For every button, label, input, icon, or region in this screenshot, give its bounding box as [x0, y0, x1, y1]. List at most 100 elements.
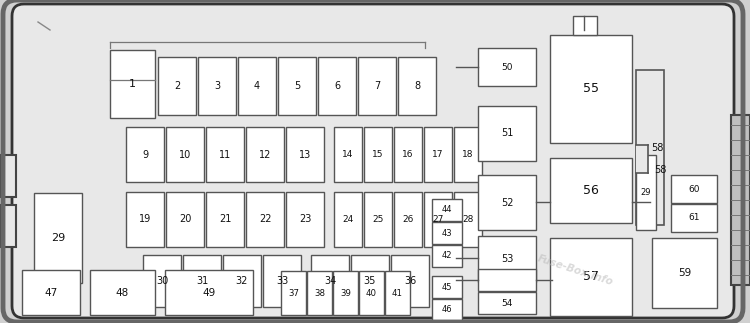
Bar [278, 57, 316, 115]
Bar [550, 35, 632, 143]
Bar [166, 127, 204, 182]
Bar [307, 271, 332, 315]
Bar [165, 270, 253, 315]
Bar [636, 70, 664, 225]
Bar [334, 192, 362, 247]
Text: 24: 24 [342, 215, 354, 224]
Bar [432, 245, 462, 267]
Bar [334, 127, 362, 182]
Text: 11: 11 [219, 150, 231, 160]
Text: 14: 14 [342, 150, 354, 159]
Bar [34, 193, 82, 283]
Bar [454, 192, 482, 247]
Bar [0, 205, 16, 247]
Text: 8: 8 [414, 81, 420, 91]
Text: 7: 7 [374, 81, 380, 91]
Bar [22, 270, 80, 315]
Text: 4: 4 [254, 81, 260, 91]
Text: 28: 28 [462, 215, 474, 224]
Text: 53: 53 [501, 254, 513, 264]
Bar [394, 192, 422, 247]
Bar [731, 115, 750, 285]
Bar [636, 145, 648, 173]
Text: 50: 50 [501, 62, 513, 71]
Text: 16: 16 [402, 150, 414, 159]
Text: 21: 21 [219, 214, 231, 224]
Text: 19: 19 [139, 214, 151, 224]
Bar [478, 269, 536, 291]
Bar [478, 175, 536, 230]
Text: 60: 60 [688, 184, 700, 193]
Bar [286, 127, 324, 182]
Bar [550, 238, 632, 316]
Text: 57: 57 [583, 270, 599, 284]
Bar [238, 57, 276, 115]
Bar [424, 192, 452, 247]
Text: 38: 38 [314, 288, 325, 297]
Bar [333, 271, 358, 315]
Text: 36: 36 [404, 276, 416, 286]
Bar [398, 57, 436, 115]
Bar [90, 270, 155, 315]
Text: 40: 40 [366, 288, 377, 297]
Text: 31: 31 [196, 276, 208, 286]
Text: 37: 37 [288, 288, 299, 297]
Bar [385, 271, 410, 315]
Text: 26: 26 [402, 215, 414, 224]
Text: 55: 55 [583, 82, 599, 96]
Text: 45: 45 [442, 283, 452, 291]
Bar [183, 255, 221, 307]
Text: 39: 39 [340, 288, 351, 297]
Text: 52: 52 [501, 197, 513, 207]
Text: 44: 44 [442, 205, 452, 214]
Bar [311, 255, 349, 307]
Bar [478, 292, 536, 314]
Text: 41: 41 [392, 288, 403, 297]
Bar [432, 276, 462, 298]
Bar [206, 127, 244, 182]
Text: 15: 15 [372, 150, 384, 159]
Text: 29: 29 [640, 188, 651, 197]
FancyBboxPatch shape [12, 4, 734, 318]
Text: 20: 20 [178, 214, 191, 224]
Text: 13: 13 [298, 150, 311, 160]
Text: 17: 17 [432, 150, 444, 159]
Text: 48: 48 [116, 287, 129, 297]
Text: 22: 22 [259, 214, 272, 224]
Text: 10: 10 [178, 150, 191, 160]
Bar [281, 271, 306, 315]
Bar [364, 127, 392, 182]
Bar [126, 192, 164, 247]
Text: 30: 30 [156, 276, 168, 286]
Bar [432, 222, 462, 244]
Bar [671, 204, 717, 232]
Text: 5: 5 [294, 81, 300, 91]
Bar [198, 57, 236, 115]
Bar [246, 192, 284, 247]
Bar [454, 127, 482, 182]
Bar [246, 127, 284, 182]
Text: 34: 34 [324, 276, 336, 286]
Text: 43: 43 [442, 228, 452, 237]
Text: 6: 6 [334, 81, 340, 91]
Text: 49: 49 [202, 287, 216, 297]
Bar [550, 158, 632, 223]
Bar [206, 192, 244, 247]
Bar [166, 192, 204, 247]
Bar [636, 155, 656, 230]
Bar [432, 199, 462, 221]
Text: 42: 42 [442, 252, 452, 261]
Bar [478, 106, 536, 161]
Bar [359, 271, 384, 315]
Text: 27: 27 [432, 215, 444, 224]
Text: 9: 9 [142, 150, 148, 160]
Text: 18: 18 [462, 150, 474, 159]
Bar [432, 299, 462, 321]
Text: 1: 1 [129, 79, 136, 89]
Bar [364, 192, 392, 247]
Bar [358, 57, 396, 115]
Text: 59: 59 [678, 268, 692, 278]
Bar [671, 175, 717, 203]
Text: 46: 46 [442, 306, 452, 315]
Text: 47: 47 [44, 287, 58, 297]
